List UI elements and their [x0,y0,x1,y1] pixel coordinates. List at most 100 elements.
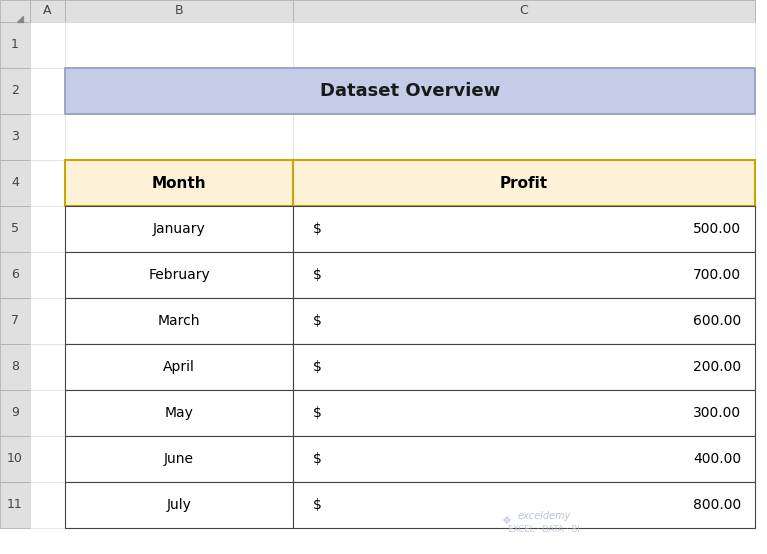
Text: ❖: ❖ [501,516,511,526]
Text: 500.00: 500.00 [693,222,741,236]
Bar [293,298,755,344]
Bar [0,344,30,390]
Bar [293,206,755,252]
Bar [65,298,293,344]
Bar [293,344,755,390]
Bar [293,390,755,436]
Bar [65,22,293,68]
Text: 6: 6 [11,269,19,281]
Text: $: $ [313,268,322,282]
Bar [65,344,293,390]
Bar [65,114,293,160]
Bar [30,114,65,160]
Bar [0,68,30,114]
Bar [293,22,755,68]
Text: exceldemy: exceldemy [517,511,571,521]
Bar [293,252,755,298]
Bar [293,482,755,528]
Bar [293,114,755,160]
Bar [30,68,65,114]
Bar [65,206,293,252]
Bar [65,68,755,114]
Text: January: January [153,222,206,236]
Text: $: $ [313,452,322,466]
Text: July: July [166,498,192,512]
Bar [30,298,65,344]
Bar [30,160,65,206]
Text: May: May [165,406,193,420]
Bar [293,436,755,482]
Text: 2: 2 [11,85,19,98]
Text: Profit: Profit [500,176,548,191]
Text: June: June [164,452,194,466]
Bar [65,390,293,436]
Bar [293,0,755,22]
Bar [293,298,755,344]
Text: March: March [158,314,200,328]
Text: 400.00: 400.00 [693,452,741,466]
Bar [65,160,293,206]
Bar [0,114,30,160]
Bar [30,344,65,390]
Text: $: $ [313,222,322,236]
Text: 300.00: 300.00 [693,406,741,420]
Bar [30,390,65,436]
Bar [65,344,293,390]
Text: February: February [148,268,210,282]
Bar [0,436,30,482]
Text: Dataset Overview: Dataset Overview [320,82,500,100]
Bar [0,206,30,252]
Bar [293,160,755,206]
Polygon shape [17,16,23,22]
Text: A: A [43,4,51,18]
Bar [30,482,65,528]
Bar [65,436,293,482]
Bar [30,22,65,68]
Text: EXCEL · DATA · BI: EXCEL · DATA · BI [508,525,580,534]
Bar [30,252,65,298]
Text: 5: 5 [11,223,19,235]
Text: 11: 11 [7,499,23,511]
Bar [30,206,65,252]
Text: 7: 7 [11,315,19,327]
Bar [65,482,293,528]
Text: 4: 4 [11,177,19,189]
Text: 3: 3 [11,131,19,143]
Bar [0,252,30,298]
Bar [0,0,30,22]
Text: 800.00: 800.00 [693,498,741,512]
Text: $: $ [313,498,322,512]
Bar [0,482,30,528]
Text: 9: 9 [11,407,19,419]
Bar [293,390,755,436]
Bar [30,0,65,22]
Bar [0,390,30,436]
Text: 700.00: 700.00 [693,268,741,282]
Text: 600.00: 600.00 [693,314,741,328]
Bar [65,160,293,206]
Bar [30,436,65,482]
Text: B: B [175,4,183,18]
Bar [0,298,30,344]
Bar [293,436,755,482]
Bar [293,252,755,298]
Bar [65,206,293,252]
Text: 200.00: 200.00 [693,360,741,374]
Bar [293,68,755,114]
Text: 8: 8 [11,361,19,373]
Bar [293,482,755,528]
Bar [65,252,293,298]
Text: 1: 1 [11,38,19,52]
Text: $: $ [313,360,322,374]
Bar [65,0,293,22]
Bar [0,160,30,206]
Bar [65,390,293,436]
Text: $: $ [313,406,322,420]
Bar [65,482,293,528]
Bar [293,160,755,206]
Text: $: $ [313,314,322,328]
Text: April: April [163,360,195,374]
Bar [65,252,293,298]
Text: Month: Month [152,176,206,191]
Bar [293,206,755,252]
